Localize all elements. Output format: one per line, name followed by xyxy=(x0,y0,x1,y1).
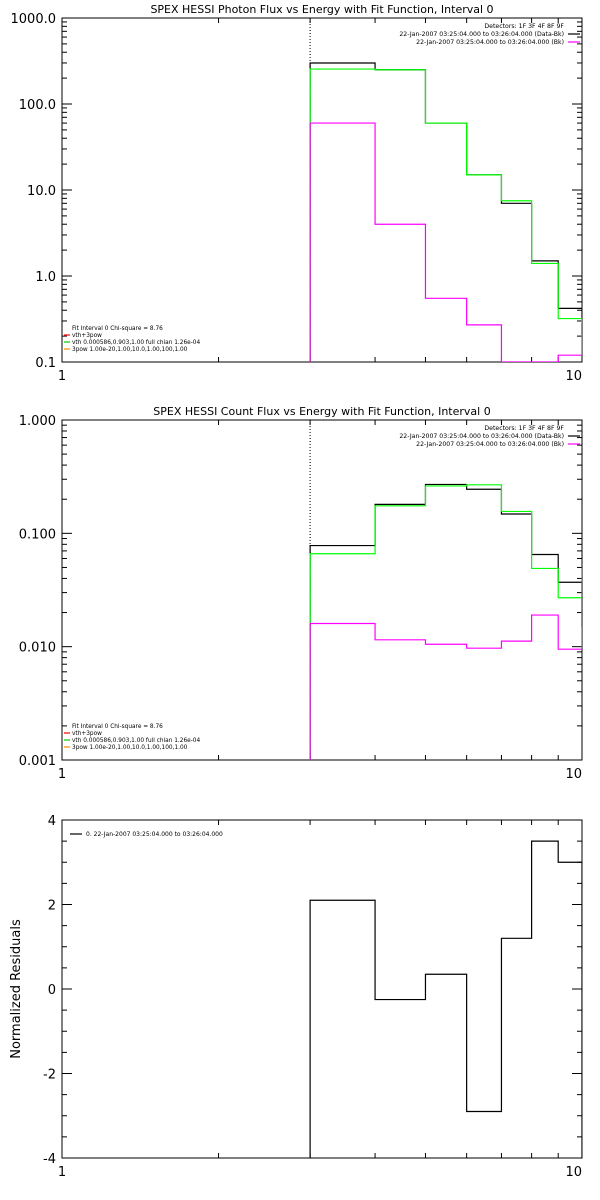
fit-legend-text: vth 0.000586,0.903,1.00 full chian 1.26e… xyxy=(72,738,200,744)
fit-legend-text: Fit Interval 0 Chi-square = 8.76 xyxy=(72,724,163,730)
panel-2: SPEX HESSI Count Flux vs Energy with Fit… xyxy=(19,405,583,782)
y-tick-label: -2 xyxy=(43,1068,56,1083)
fit-legend-text: Fit Interval 0 Chi-square = 8.76 xyxy=(72,326,163,332)
y-tick-label: 4 xyxy=(48,814,56,829)
fit-legend-text: 3pow 1.00e-20,1.00,10.0,1.00,100,1.00 xyxy=(72,745,188,751)
x-tick-label: 1 xyxy=(58,369,66,384)
x-tick-label: 1 xyxy=(58,767,66,782)
y-tick-label: 0.001 xyxy=(19,754,56,769)
series-2-step xyxy=(309,484,582,760)
info-text: 22-Jan-2007 03:25:04.000 to 03:26:04.000… xyxy=(399,433,564,440)
panel-1: SPEX HESSI Photon Flux vs Energy with Fi… xyxy=(11,3,583,384)
chart-title: SPEX HESSI Photon Flux vs Energy with Fi… xyxy=(150,3,493,16)
series-1-step xyxy=(309,62,582,362)
fit-legend-text: vth 0.000586,0.903,1.00 full chian 1.26e… xyxy=(72,340,200,346)
info-text: Detectors: 1F 3F 4F 8F 9F xyxy=(484,23,564,30)
plot-frame xyxy=(61,819,583,1159)
x-tick-label: 1 xyxy=(58,1165,66,1180)
x-tick-label: 10 xyxy=(565,767,582,782)
series-2-step xyxy=(309,68,582,362)
panel-3: Normalized Residuals 1 10 -4 -2 0 2 4 0. 22-Jan-… xyxy=(9,814,583,1180)
y-tick-label: 100.0 xyxy=(19,98,56,113)
x-tick-label: 10 xyxy=(565,1165,582,1180)
y-tick-label: -4 xyxy=(43,1152,56,1167)
info-text: 22-Jan-2007 03:25:04.000 to 03:26:04.000… xyxy=(416,441,564,448)
x-tick-label: 10 xyxy=(565,369,582,384)
fit-legend-text: vth+3pow xyxy=(72,333,102,339)
y-tick-label: 1.000 xyxy=(19,414,56,429)
info-text: 22-Jan-2007 03:25:04.000 to 03:26:04.000… xyxy=(416,39,564,46)
y-tick-label: 1000.0 xyxy=(11,12,57,27)
y-tick-label: 0 xyxy=(48,983,56,998)
y-tick-label: 1.0 xyxy=(35,270,56,285)
residual-legend-text: 0. 22-Jan-2007 03:25:04.000 to 03:26:04.… xyxy=(86,831,223,838)
y-axis-label: Normalized Residuals xyxy=(9,919,24,1059)
fit-legend-text: 3pow 1.00e-20,1.00,10.0,1.00,100,1.00 xyxy=(72,347,188,353)
y-tick-label: 0.100 xyxy=(19,527,56,542)
series-3-step xyxy=(309,122,582,362)
series-1-step xyxy=(309,840,582,1158)
y-tick-label: 10.0 xyxy=(27,184,56,199)
series-3-step xyxy=(309,567,582,760)
info-text: 22-Jan-2007 03:25:04.000 to 03:26:04.000… xyxy=(399,31,564,38)
y-tick-label: 0.1 xyxy=(35,356,56,371)
y-tick-label: 2 xyxy=(48,899,56,914)
chart-title: SPEX HESSI Count Flux vs Energy with Fit… xyxy=(153,405,490,418)
plot-frame xyxy=(61,419,583,761)
fit-legend-text: vth+3pow xyxy=(72,731,102,737)
y-tick-label: 0.010 xyxy=(19,641,56,656)
info-text: Detectors: 1F 3F 4F 8F 9F xyxy=(484,425,564,432)
series-1-step xyxy=(309,483,582,760)
